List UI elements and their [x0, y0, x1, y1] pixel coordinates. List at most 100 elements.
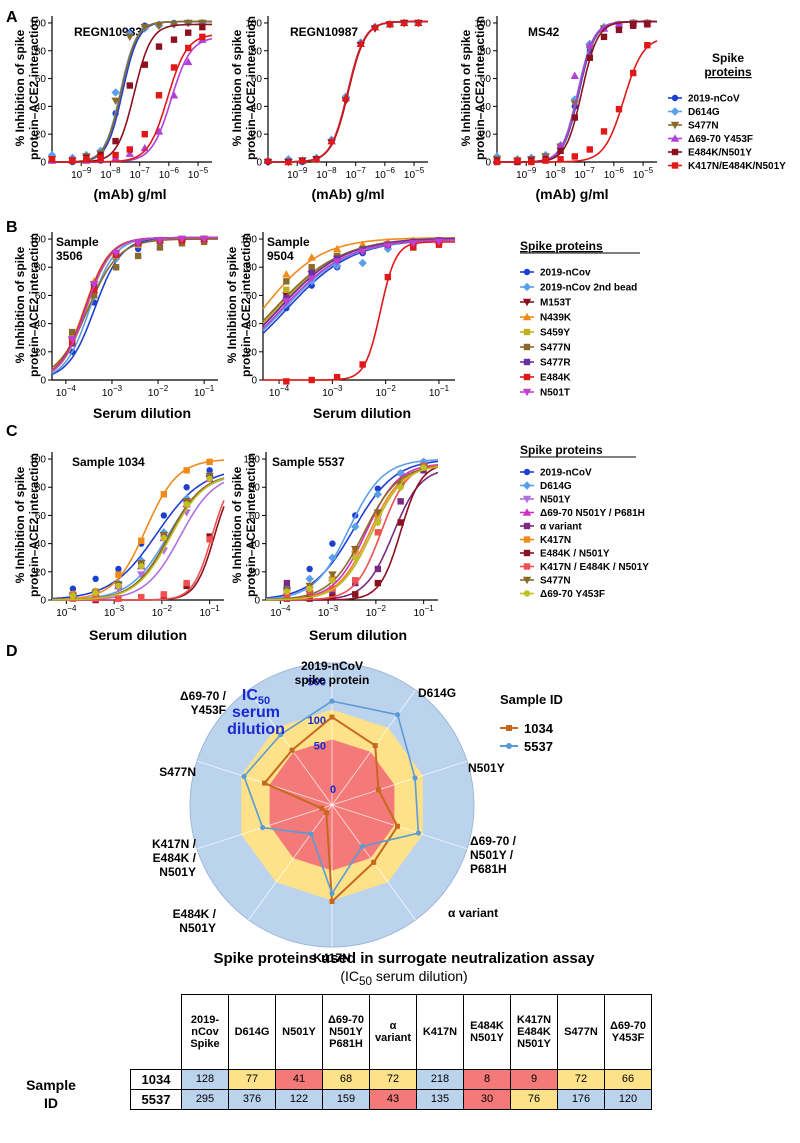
- data-point-S477N: [308, 264, 315, 271]
- x-tick-label-exp: −1: [440, 384, 450, 393]
- radar-spoke: [248, 804, 333, 921]
- data-point-D614G: [111, 88, 120, 97]
- panel-b1-ylabel-2: protein–ACE2 interaction: [27, 233, 41, 377]
- data-point-N501T: [67, 335, 77, 344]
- radar-ring-label: 50: [314, 740, 326, 752]
- data-point-D614G: [351, 522, 360, 531]
- y-tick-label: 0: [256, 158, 262, 169]
- legend-marker-D614G: [670, 107, 680, 116]
- radar-point-5537: [359, 843, 365, 850]
- fit-curve-S477N: [266, 465, 439, 601]
- table-header-row: 2019- nCov Spike D614G N501Y Δ69-70 N501Y P681H…: [131, 993, 652, 1070]
- data-point-K417N: [160, 491, 168, 498]
- panel-a3-xlabel: (mAb) g/ml: [535, 186, 608, 202]
- legend-panel-b: Spike proteins 2019-nCov 2019-nCov 2nd be…: [520, 239, 640, 399]
- legend-marker-2019-nCov: [523, 268, 531, 276]
- data-point-K417N/E484K/N501Y: [312, 155, 321, 163]
- y-tick-label: 40: [246, 319, 258, 330]
- data-point-S477N: [328, 571, 337, 579]
- legend-marker-D614G: [522, 481, 532, 490]
- data-point-K417N/E484K/N501Y: [155, 92, 163, 99]
- x-tick-label-exp: −1: [205, 384, 215, 393]
- x-tick-label: 10−8: [316, 166, 337, 181]
- x-tick-label: 10−1: [200, 604, 221, 619]
- data-point-K417N/E484K/N501Y: [48, 156, 56, 163]
- y-tick-label: 40: [35, 102, 47, 113]
- data-point-K417N/E484K/N501Y: [126, 146, 133, 153]
- data-point-K417N/E484K/N501Y: [615, 105, 623, 113]
- legend-label-Δ69-70 Y453F: Δ69-70 Y453F: [540, 589, 605, 600]
- panel-letter-d: D: [6, 643, 18, 660]
- legend-marker-N501Y: [522, 495, 532, 504]
- data-point-Δ69-70 Y453F: [169, 91, 179, 99]
- data-point-E484K: [308, 376, 315, 384]
- data-point-Δ69-70 Y453F: [184, 57, 193, 66]
- legend-a-title-2: proteins: [704, 65, 752, 79]
- data-point-K417N/E484K/N501Y: [400, 18, 409, 27]
- data-point-D614G: [305, 574, 314, 584]
- panel-a1-ylabel-1: % Inhibition of spike: [13, 29, 27, 146]
- x-tick-label: 10−2: [366, 604, 387, 619]
- x-tick-label: 10−8: [545, 166, 566, 181]
- radar-legend-label-1034: 1034: [524, 721, 554, 736]
- y-tick-label: 20: [35, 567, 47, 578]
- x-tick-label: 10−2: [376, 384, 397, 399]
- fit-curve-N439K: [262, 237, 455, 310]
- radar-point-1034: [262, 780, 268, 786]
- chart-title: REGN10987: [290, 25, 358, 39]
- table-cell: 72: [557, 1068, 605, 1090]
- fit-curve-α variant: [266, 471, 439, 601]
- x-tick-label: 10−9: [516, 166, 537, 181]
- radar-axis-label-line: Y453F: [191, 703, 226, 717]
- table-column-header-line: S477N: [564, 1025, 598, 1038]
- x-tick-label-base: 10: [429, 388, 441, 399]
- x-tick-label-exp: −8: [327, 166, 337, 175]
- radar-axis-label-line: α variant: [448, 906, 498, 920]
- radar-axis-label-line: P681H: [470, 862, 507, 876]
- fit-curve-2019-nCoV: [52, 20, 212, 163]
- y-tick-label: 80: [35, 46, 47, 57]
- x-tick-label-exp: −2: [159, 384, 169, 393]
- x-tick-label-exp: −4: [280, 384, 290, 393]
- radar-spoke: [331, 760, 468, 806]
- x-tick-label-base: 10: [318, 608, 330, 619]
- data-point-2019-nCoV: [206, 467, 213, 474]
- data-point-S477N: [111, 97, 120, 106]
- x-tick-label: 10−3: [102, 384, 123, 399]
- x-tick-label: 10−7: [130, 166, 151, 181]
- data-point-E484K: [410, 244, 417, 251]
- radar-axis-label: D614G: [418, 686, 456, 700]
- radar-point-1034: [371, 859, 377, 865]
- radar-point-1034: [329, 714, 335, 720]
- radar-axis-label-line: S477N: [159, 765, 196, 779]
- x-tick-label-base: 10: [102, 388, 114, 399]
- data-point-E484K: [90, 286, 98, 293]
- data-point-2019-nCoV: [115, 565, 122, 573]
- legend-marker-E484K/N501Y: [671, 148, 679, 156]
- y-tick-label: 100: [243, 455, 260, 466]
- radar-axis-label: α variant: [448, 906, 498, 920]
- legend-marker-K417N/E484K/N501Y: [671, 162, 679, 169]
- table-row-id: 1034: [130, 1068, 182, 1090]
- legend-marker-S477N: [670, 121, 680, 130]
- x-tick-label-base: 10: [100, 170, 112, 181]
- x-tick-label: 10−5: [404, 166, 425, 181]
- radar-point-5537: [329, 698, 335, 704]
- data-point-K417N: [183, 467, 190, 474]
- table-column-header: N501Y: [275, 993, 323, 1070]
- data-point-S477N: [351, 546, 360, 554]
- table-column-header: Δ69-70 Y453F: [604, 993, 652, 1070]
- data-point-K417N / E484K / N501Y: [306, 589, 313, 597]
- panel-a1-xlabel: (mAb) g/ml: [93, 186, 166, 202]
- table-cell: 41: [275, 1068, 323, 1090]
- legend-label-2019-nCoV: 2019-nCoV: [540, 468, 592, 479]
- data-point-E484K: [359, 361, 366, 368]
- y-tick-label: 0: [254, 596, 260, 607]
- data-point-N501T: [358, 248, 367, 256]
- data-point-S477N: [198, 19, 207, 28]
- fit-curve-D614G: [52, 20, 212, 163]
- data-point-K417N/E484K/N501Y: [514, 157, 521, 164]
- table-column-header-line: variant: [374, 1031, 412, 1044]
- table-row: 5537 295 376 122 159 43 135 30 76 176 120: [130, 1088, 652, 1110]
